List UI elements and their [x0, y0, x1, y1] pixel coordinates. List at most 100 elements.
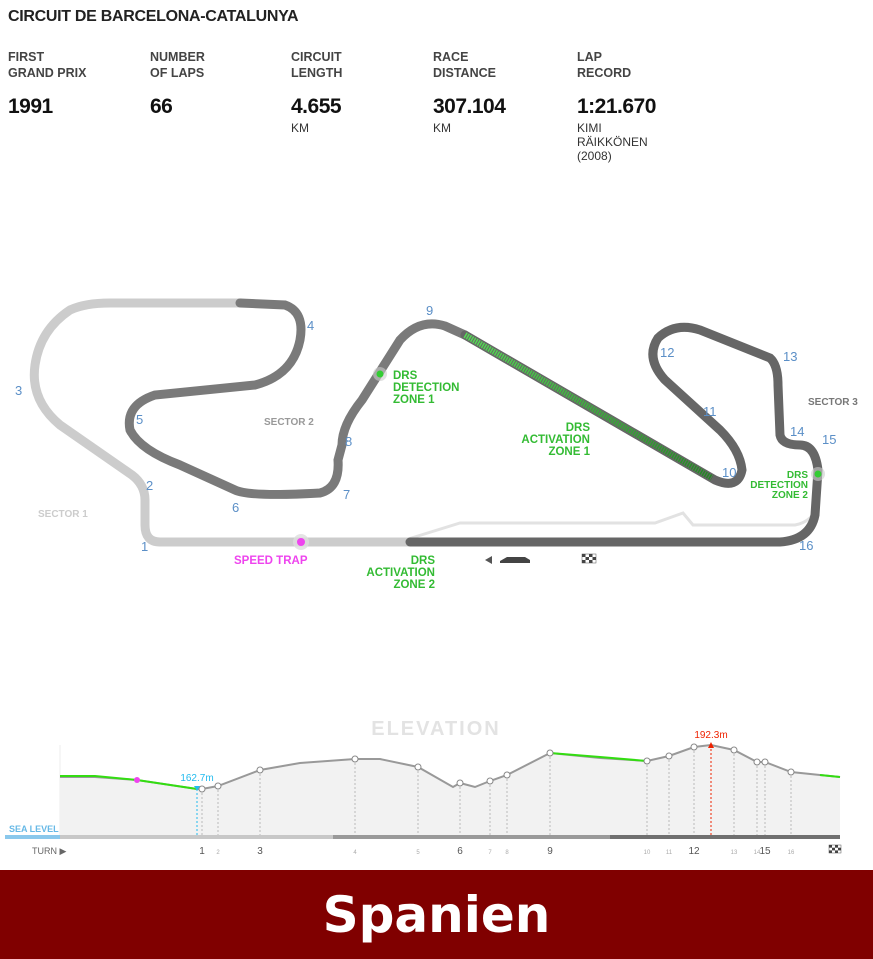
circuit-title: CIRCUIT DE BARCELONA-CATALUNYA: [8, 8, 299, 25]
sector-1-bar: [60, 835, 333, 839]
turn-numbers: 1 2 3 4 5 6 7 8 9 10 11 12 13 14 15 16: [15, 303, 836, 554]
turn-elevation-point: [665, 752, 673, 760]
turn-number: 3: [15, 383, 22, 398]
drs-activation-zone-1: [463, 332, 714, 481]
stat-race-distance: RACE DISTANCE 307.104 KM: [433, 49, 573, 135]
turn-tick-label: 9: [547, 846, 553, 857]
elevation-drs-1: [60, 775, 198, 790]
turn-tick-label: 10: [644, 850, 651, 856]
turn-number: 2: [146, 478, 153, 493]
sector-2-label: SECTOR 2: [264, 417, 314, 428]
turn-elevation-point: [787, 768, 795, 776]
turn-elevation-point: [456, 779, 464, 787]
turn-tick-label: 3: [257, 846, 263, 857]
drs-detection-1-label: DRS DETECTION ZONE 1: [393, 370, 459, 406]
elevation-area: [60, 745, 840, 836]
stat-label: CIRCUIT LENGTH: [291, 50, 343, 80]
turn-drop-lines: [201, 747, 792, 835]
turn-number: 4: [307, 318, 314, 333]
turn-elevation-point: [198, 785, 206, 793]
elevation-line: [60, 743, 841, 790]
turn-number: 11: [703, 404, 717, 419]
stat-unit: KM: [433, 121, 451, 135]
turn-elevation-point: [730, 746, 738, 754]
turn-axis-label: TURN ▶: [32, 846, 66, 856]
max-elevation-marker-icon: [708, 742, 714, 748]
turn-number: 16: [799, 538, 813, 553]
turn-elevation-point: [351, 755, 359, 763]
turn-tick-label: 2: [216, 850, 220, 856]
turn-elevation-point: [486, 777, 494, 785]
turn-tick-label: 6: [457, 846, 463, 857]
track-map: 1 2 3 4 5 6 7 8 9 10 11 12 13 14 15 16 S…: [5, 298, 858, 857]
country-banner: Spanien: [0, 870, 873, 959]
stat-value: 1:21.670: [577, 95, 656, 118]
pit-lane: [404, 504, 820, 542]
turn-elevation-point: [690, 743, 698, 751]
turn-tick-label: 5: [416, 850, 420, 856]
stat-lap-record: LAP RECORD 1:21.670 KIMI RÄIKKÖNEN (2008…: [577, 49, 717, 163]
track-sector-3: [405, 322, 823, 547]
turn-elevation-point: [256, 766, 264, 774]
drs-activation-2-label: DRS ACTIVATION ZONE 2: [366, 555, 435, 591]
elevation-drs-3: [819, 774, 841, 778]
stat-label: RACE DISTANCE: [433, 50, 496, 80]
turn-tick-label: 13: [731, 850, 738, 856]
min-elevation-marker-icon: [194, 786, 200, 791]
drs-detection-2-label: DRS DETECTION ZONE 2: [750, 470, 808, 501]
turn-elevation-point: [546, 749, 554, 757]
stat-number-of-laps: NUMBER OF LAPS 66: [150, 49, 290, 119]
turn-tick-label: 11: [666, 850, 673, 856]
turn-number: 7: [343, 487, 350, 502]
turn-tick-label: 15: [759, 846, 771, 857]
turn-number: 9: [426, 303, 433, 318]
sector-3-label: SECTOR 3: [808, 397, 858, 408]
max-elevation-label: 192.3m: [694, 730, 727, 741]
turn-tick-label: 8: [505, 850, 509, 856]
turn-elevation-point: [214, 782, 222, 790]
turn-number: 1: [141, 539, 148, 554]
stat-unit: KIMI RÄIKKÖNEN (2008): [577, 121, 648, 163]
country-name: Spanien: [322, 885, 551, 944]
car-icon: [500, 557, 530, 563]
stat-value: 307.104: [433, 95, 506, 118]
min-elevation-label: 162.7m: [180, 773, 213, 784]
stat-label: FIRST GRAND PRIX: [8, 50, 87, 80]
stat-circuit-length: CIRCUIT LENGTH 4.655 KM: [291, 49, 431, 135]
finish-flag-icon: [828, 844, 842, 854]
sector-2-bar: [333, 835, 610, 839]
sea-level-label: SEA LEVEL: [9, 824, 59, 834]
turn-tick-label: 4: [353, 850, 357, 856]
drs-activation-1-label: DRS ACTIVATION ZONE 1: [521, 422, 590, 458]
stat-label: LAP RECORD: [577, 50, 632, 80]
turn-number: 10: [722, 465, 736, 480]
turn-number: 13: [783, 349, 797, 364]
elevation-drs-2: [549, 752, 648, 762]
turn-number: 12: [660, 345, 674, 360]
elevation-title: ELEVATION: [371, 718, 500, 740]
turn-number: 8: [345, 434, 352, 449]
turn-tick-label: 16: [788, 850, 795, 856]
stat-value: 1991: [8, 95, 53, 118]
turn-tick-label: 12: [688, 846, 700, 857]
sector-3-bar: [610, 835, 840, 839]
stat-value: 66: [150, 95, 173, 118]
turn-number: 6: [232, 500, 239, 515]
direction-arrow-icon: [485, 556, 492, 564]
speed-trap-marker: [134, 777, 140, 783]
stat-unit: KM: [291, 121, 309, 135]
stat-first-grand-prix: FIRST GRAND PRIX 1991: [8, 49, 148, 119]
track-sector-1: [29, 298, 415, 547]
turn-number: 14: [790, 424, 804, 439]
turn-number: 5: [136, 412, 143, 427]
stat-value: 4.655: [291, 95, 342, 118]
sector-1-label: SECTOR 1: [38, 509, 88, 520]
turn-elevation-point: [643, 757, 651, 765]
checkered-flag-icon: [581, 553, 597, 564]
speed-trap-label: SPEED TRAP: [234, 555, 308, 567]
track-sector-2: [124, 298, 470, 499]
turn-tick-label: 14: [754, 850, 761, 856]
turn-elevation-point: [753, 758, 761, 766]
turn-tick-label: 7: [488, 850, 492, 856]
turn-elevation-point: [761, 758, 769, 766]
